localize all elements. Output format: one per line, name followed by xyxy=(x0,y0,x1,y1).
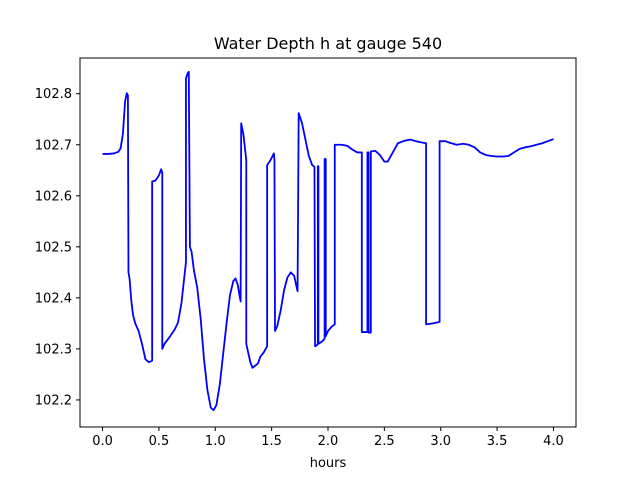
x-tick-label: 0.5 xyxy=(149,434,170,449)
x-tick-label: 2.5 xyxy=(374,434,395,449)
y-tick-label: 102.5 xyxy=(35,240,72,255)
y-tick-label: 102.8 xyxy=(35,87,72,102)
axis-layer: 0.0 0.5 1.0 1.5 2.0 2.5 3.0 3.5 4.0 102.2 102.3 102… xyxy=(35,87,564,449)
y-tick-label: 102.2 xyxy=(35,393,72,408)
x-tick-label: 0.0 xyxy=(92,434,113,449)
plot-area xyxy=(80,58,576,427)
y-tick-label: 102.7 xyxy=(35,138,72,153)
x-tick-label: 1.5 xyxy=(261,434,282,449)
x-tick-label: 1.0 xyxy=(205,434,226,449)
series-line-0 xyxy=(102,70,554,412)
x-tick-label: 3.0 xyxy=(430,434,451,449)
x-tick-label: 3.5 xyxy=(487,434,508,449)
y-tick-label: 102.6 xyxy=(35,189,72,204)
y-tick-label: 102.4 xyxy=(35,291,72,306)
x-tick-label: 4.0 xyxy=(543,434,564,449)
x-axis-label: hours xyxy=(310,456,347,471)
x-tick-label: 2.0 xyxy=(318,434,339,449)
plot-frame xyxy=(79,57,577,428)
series-layer xyxy=(102,70,554,412)
chart-title: Water Depth h at gauge 540 xyxy=(214,34,442,53)
y-tick-label: 102.3 xyxy=(35,342,72,357)
